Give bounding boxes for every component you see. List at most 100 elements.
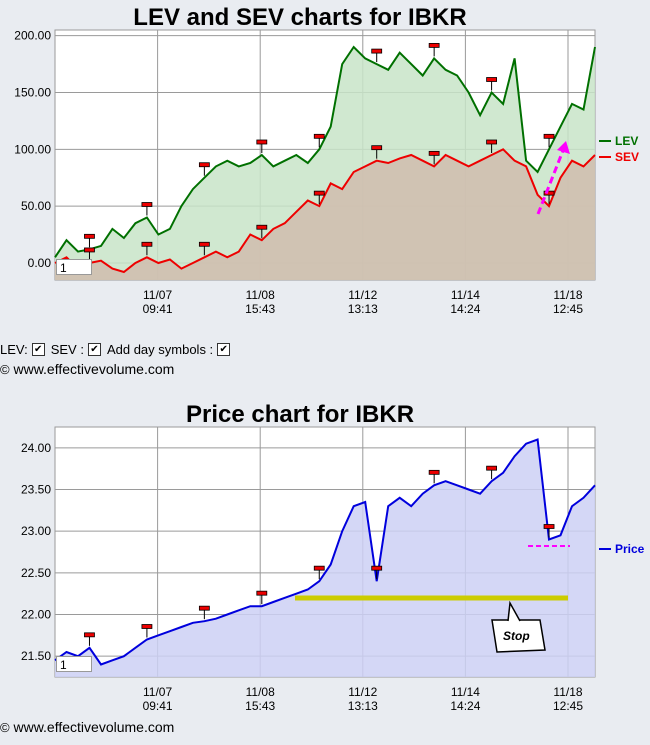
stop-callout bbox=[491, 619, 546, 653]
stop-callout-pointer bbox=[507, 600, 521, 622]
x-tick-date: 11/08 bbox=[246, 685, 275, 699]
day-marker-flag bbox=[543, 524, 555, 529]
copyright-icon: © bbox=[0, 720, 10, 735]
y-tick-label: 23.00 bbox=[21, 524, 51, 538]
day-marker-flag bbox=[198, 162, 210, 168]
day-symbols-checkbox[interactable]: ✔ bbox=[217, 343, 231, 356]
x-tick-time: 14:24 bbox=[450, 699, 480, 713]
day-marker-flag bbox=[198, 605, 210, 611]
day-marker-flag bbox=[371, 145, 383, 151]
x-tick-date: 11/12 bbox=[348, 288, 377, 302]
x-tick-date: 11/18 bbox=[553, 685, 582, 699]
y-tick-label: 0.00 bbox=[28, 256, 52, 270]
y-tick-label: 22.00 bbox=[21, 608, 51, 622]
zoom-input[interactable]: 1 bbox=[56, 259, 92, 275]
price-chart: Stop 21.50 22.00 22.50 23.00 23.50 24.00 11/0… bbox=[21, 426, 645, 713]
day-marker-flag bbox=[141, 202, 153, 207]
credit-line-2[interactable]: © www.effectivevolume.com bbox=[0, 719, 174, 735]
day-marker-flag bbox=[428, 469, 440, 475]
x-tick-time: 09:41 bbox=[143, 302, 173, 316]
sev-line bbox=[54, 148, 596, 274]
day-symbols-label: Add day symbols : bbox=[106, 342, 214, 357]
x-tick-time: 13:13 bbox=[348, 699, 378, 713]
x-tick-time: 12:45 bbox=[553, 699, 583, 713]
day-marker-flag bbox=[141, 241, 153, 247]
x-tick-date: 11/07 bbox=[143, 685, 172, 699]
day-marker-flag bbox=[84, 632, 95, 638]
sev-checkbox[interactable]: ✔ bbox=[87, 343, 101, 356]
day-marker-flag bbox=[543, 133, 555, 139]
y-tick-label: 22.50 bbox=[21, 566, 51, 580]
lev-legend-label: LEV bbox=[615, 134, 638, 148]
legend: SEV LEV bbox=[599, 134, 639, 164]
area-fills bbox=[55, 439, 595, 677]
x-tick-date: 11/07 bbox=[143, 288, 172, 302]
magenta-arrow-head bbox=[557, 141, 570, 154]
stop-label: Stop bbox=[503, 629, 530, 643]
lev-checkbox[interactable]: ✔ bbox=[31, 343, 45, 356]
day-markers bbox=[84, 43, 555, 261]
day-marker-flag bbox=[141, 624, 153, 629]
day-marker-flag bbox=[543, 190, 555, 196]
day-markers bbox=[84, 465, 555, 646]
day-marker-flag bbox=[256, 224, 268, 230]
y-tick-label: 23.50 bbox=[21, 483, 51, 497]
series-lines bbox=[54, 45, 596, 274]
sev-toggle-label: SEV : bbox=[50, 342, 84, 357]
x-tick-time: 13:13 bbox=[348, 302, 378, 316]
day-marker-flag bbox=[256, 139, 268, 145]
x-tick-time: 12:45 bbox=[553, 302, 583, 316]
area-fills bbox=[55, 47, 595, 280]
sev-area bbox=[55, 149, 595, 280]
x-tick-date: 11/18 bbox=[553, 288, 582, 302]
day-marker-flag bbox=[256, 590, 268, 596]
lev-sev-chart-title: LEV and SEV charts for IBKR bbox=[133, 4, 467, 31]
y-tick-label: 24.00 bbox=[21, 441, 51, 455]
price-line bbox=[54, 438, 596, 666]
x-tick-date: 11/08 bbox=[246, 288, 275, 302]
y-axis-ticks: 21.50 22.00 22.50 23.00 23.50 24.00 bbox=[21, 441, 51, 663]
credit-text: www.effectivevolume.com bbox=[13, 361, 175, 377]
series-toggles: LEV: ✔ SEV : ✔ Add day symbols : ✔ bbox=[0, 342, 234, 357]
day-marker-flag bbox=[428, 43, 440, 48]
legend: Price bbox=[599, 542, 645, 556]
magenta-trend-arrow bbox=[536, 142, 568, 215]
y-tick-label: 21.50 bbox=[21, 649, 51, 663]
day-marker-flag bbox=[371, 565, 383, 571]
y-tick-label: 50.00 bbox=[21, 199, 51, 213]
series-lines bbox=[54, 438, 596, 666]
day-marker-flag bbox=[313, 565, 325, 571]
day-marker-flag bbox=[428, 150, 440, 156]
x-tick-time: 14:24 bbox=[450, 302, 480, 316]
x-tick-time: 15:43 bbox=[245, 699, 275, 713]
sev-legend-label: SEV bbox=[615, 150, 639, 164]
day-marker-flag bbox=[84, 233, 95, 239]
lev-line bbox=[54, 45, 596, 258]
price-chart-title: Price chart for IBKR bbox=[185, 401, 415, 428]
day-marker-flag bbox=[486, 465, 497, 471]
day-marker-flag bbox=[486, 139, 497, 145]
copyright-icon: © bbox=[0, 362, 10, 377]
y-tick-label: 200.00 bbox=[14, 29, 51, 43]
credit-line-1[interactable]: © www.effectivevolume.com bbox=[0, 361, 174, 377]
credit-text: www.effectivevolume.com bbox=[13, 719, 175, 735]
x-tick-date: 11/14 bbox=[451, 685, 480, 699]
x-tick-time: 15:43 bbox=[245, 302, 275, 316]
x-tick-date: 11/12 bbox=[348, 685, 377, 699]
day-marker-flag bbox=[313, 133, 325, 139]
day-marker-flag bbox=[84, 247, 95, 253]
zoom-input[interactable]: 1 bbox=[56, 656, 92, 672]
price-area bbox=[55, 439, 595, 677]
day-marker-flag bbox=[313, 190, 325, 196]
y-axis-ticks: 0.00 50.00 100.00 150.00 200.00 bbox=[14, 29, 51, 270]
y-tick-label: 150.00 bbox=[14, 86, 51, 100]
x-tick-date: 11/14 bbox=[451, 288, 480, 302]
lev-toggle-label: LEV: bbox=[0, 342, 28, 357]
price-legend-label: Price bbox=[615, 542, 645, 556]
day-marker-flag bbox=[371, 48, 383, 54]
y-tick-label: 100.00 bbox=[14, 142, 51, 156]
day-marker-flag bbox=[486, 77, 497, 82]
